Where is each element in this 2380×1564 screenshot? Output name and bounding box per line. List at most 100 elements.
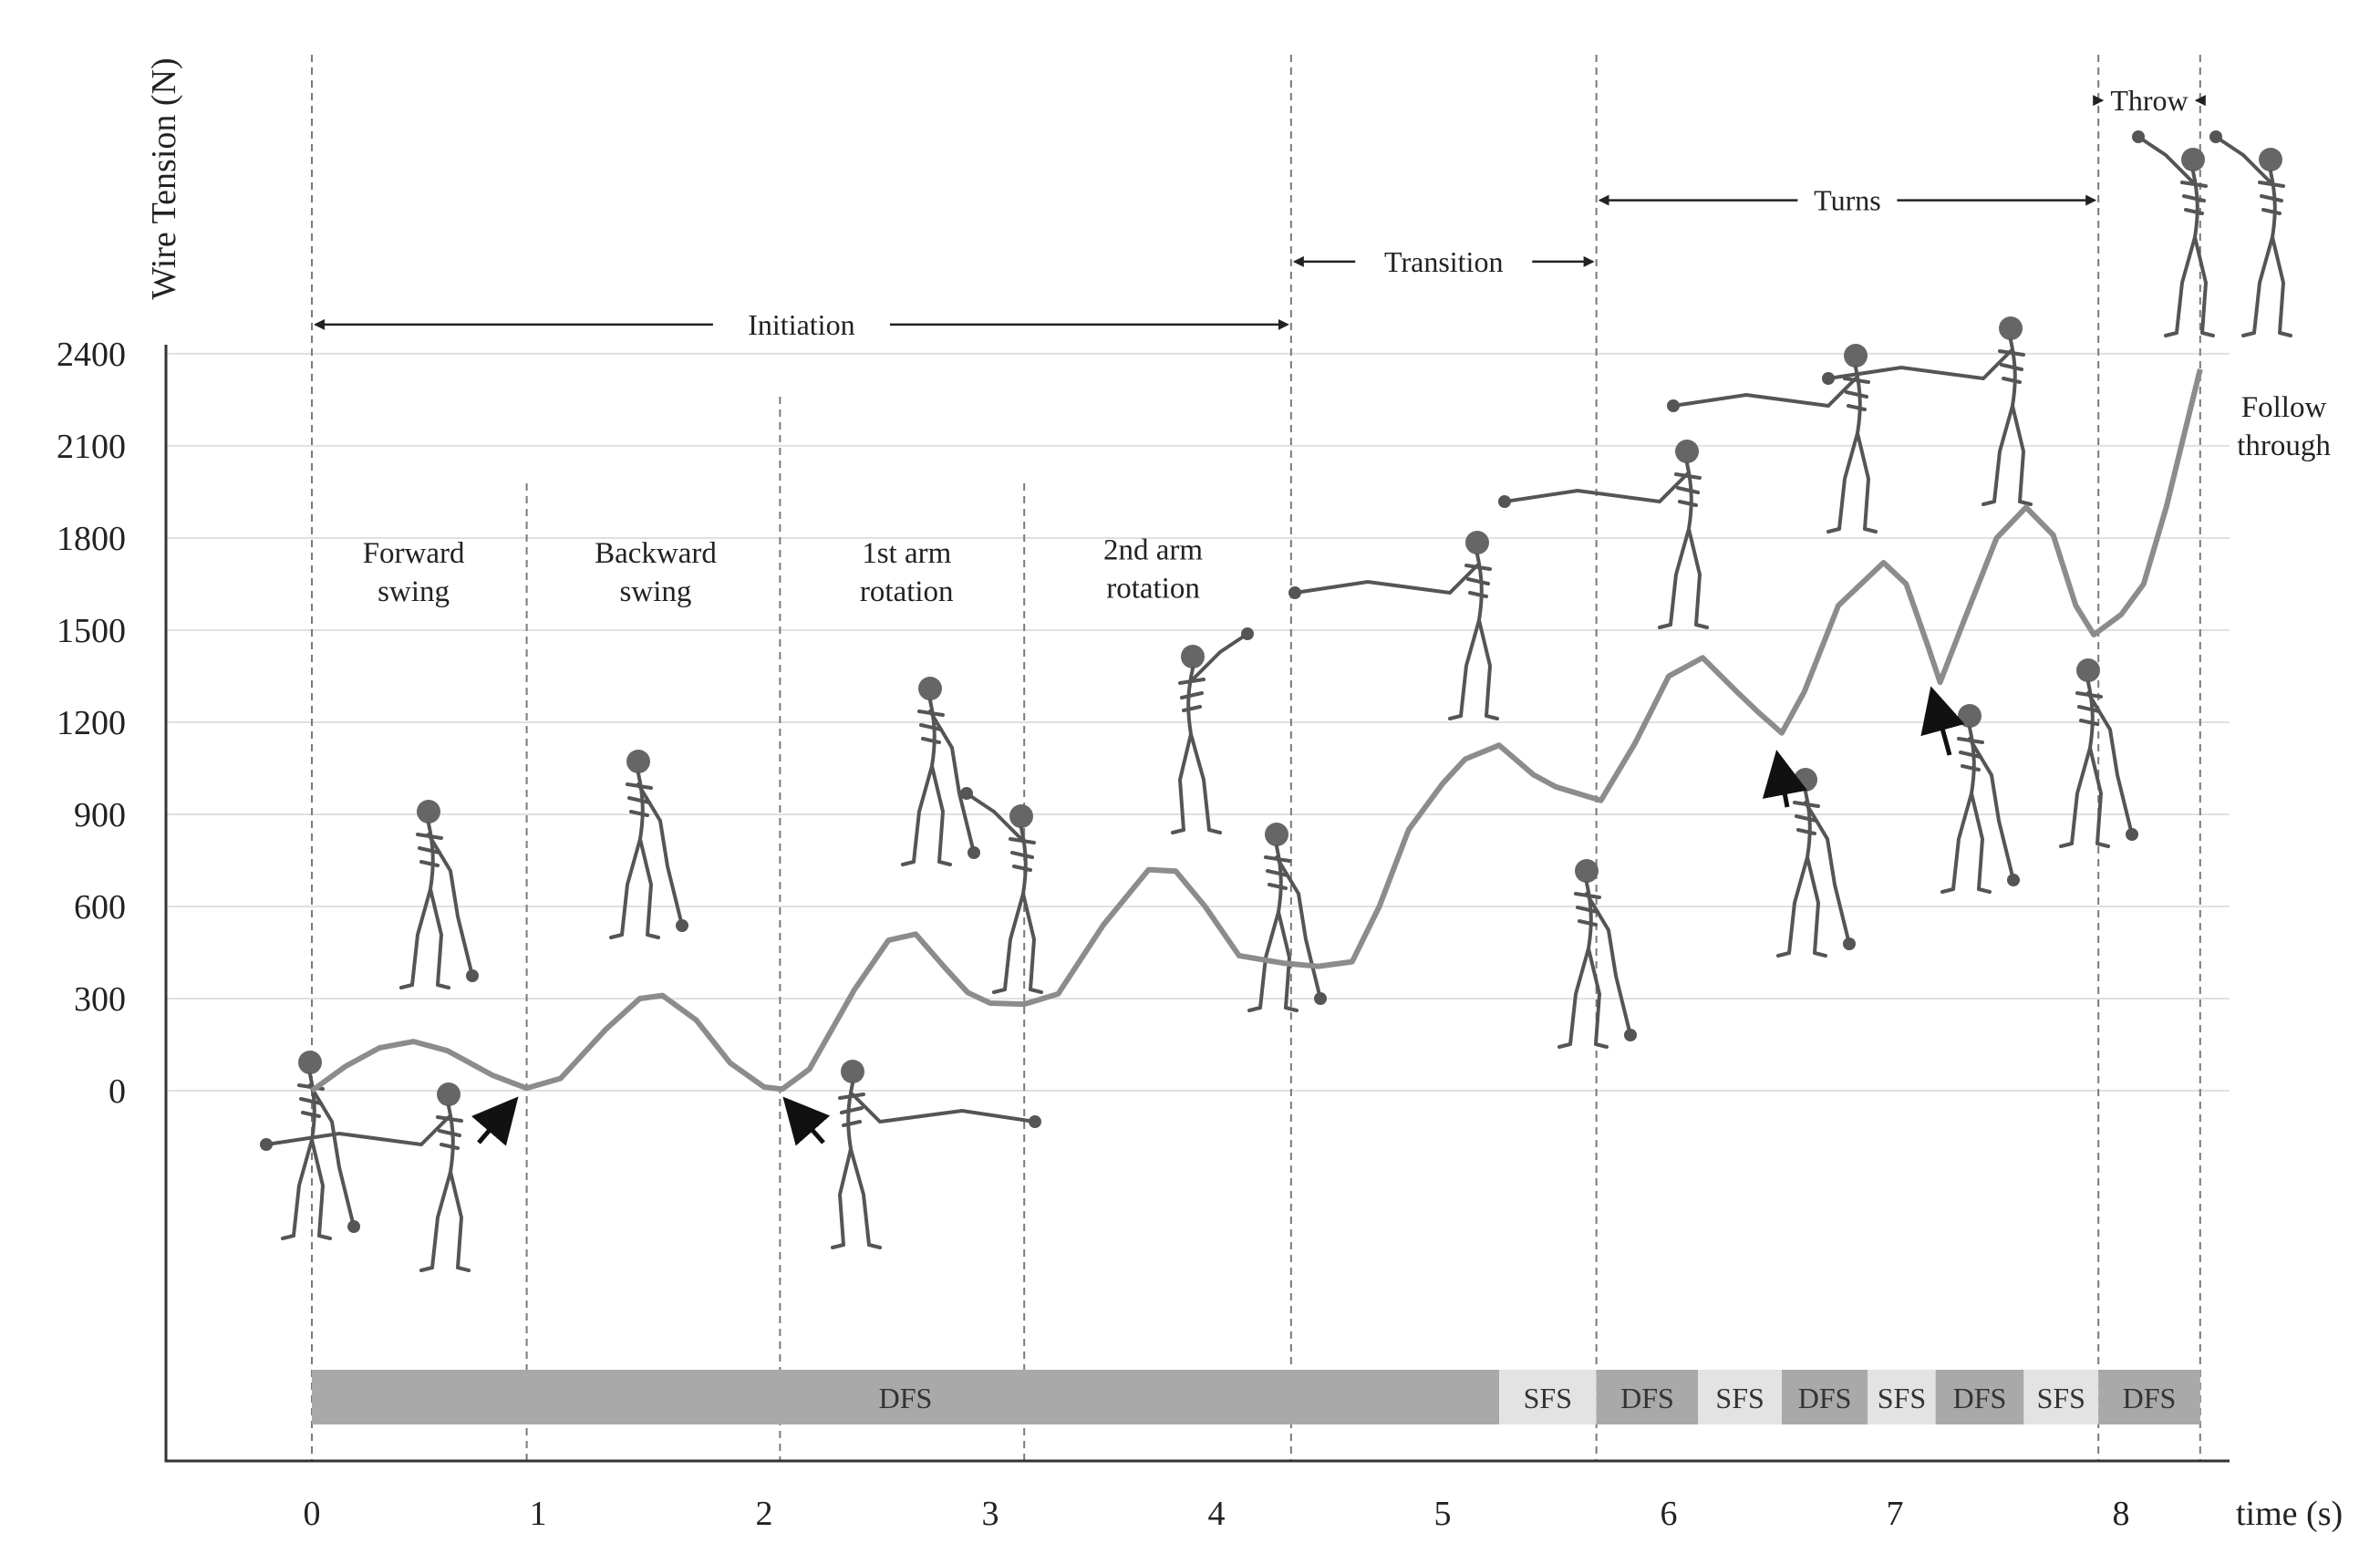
skeleton-figure-7	[1171, 627, 1254, 834]
skeleton-figure-5	[901, 677, 980, 866]
support-phase-label-0: DFS	[879, 1382, 933, 1414]
pointer-arrow-3	[1920, 686, 1965, 756]
phase-label-line: rotation	[1106, 573, 1200, 606]
phase-label-3: 2nd arm rotation	[1103, 534, 1203, 606]
support-phase-segment-1	[1499, 1370, 1597, 1424]
phase-labels: Forward swing Backward swing 1st arm rotation…	[363, 534, 1204, 608]
skeleton-legs	[1776, 855, 1827, 958]
skeleton-legs	[1557, 947, 1609, 1049]
skeleton-torso	[436, 1104, 463, 1174]
y-tick-label-8: 2400	[57, 336, 126, 374]
support-phase-label-1: SFS	[1524, 1382, 1572, 1414]
support-phase-label-8: DFS	[2123, 1382, 2177, 1414]
skeleton-legs	[2164, 235, 2215, 337]
skeleton-torso	[1998, 338, 2025, 408]
y-tick-label-5: 1500	[57, 612, 126, 650]
skeleton-head	[1999, 316, 2023, 340]
skeleton-figure-2	[260, 1082, 471, 1272]
skeleton-torso	[1009, 826, 1036, 896]
support-phase-segment-8	[2098, 1370, 2200, 1424]
hammer-ball	[2209, 130, 2222, 143]
y-tick-label-0: 0	[109, 1072, 126, 1111]
skeleton-legs	[419, 1170, 471, 1272]
span-label-0: Initiation	[748, 308, 854, 341]
skeleton-arms-cable	[2137, 135, 2195, 184]
hammer-ball	[2126, 828, 2138, 841]
hammer-ball	[260, 1138, 273, 1151]
skeleton-torso	[838, 1082, 865, 1151]
support-phase-segment-5	[1868, 1370, 1936, 1424]
y-tick-label-1: 300	[74, 980, 126, 1019]
hammer-ball	[676, 919, 688, 932]
skeleton-arms-cable	[2214, 135, 2272, 184]
tension-curve	[310, 368, 2203, 1093]
support-phase-label-6: DFS	[1953, 1382, 2007, 1414]
skeleton-head	[1575, 859, 1599, 883]
skeleton-figure-0	[281, 1051, 360, 1240]
skeleton-legs	[992, 892, 1043, 994]
skeleton-figure-6	[960, 787, 1043, 994]
skeleton-legs	[399, 887, 450, 989]
hammer-ball	[2132, 130, 2145, 143]
skeleton-head	[2076, 658, 2100, 682]
y-axis-title: Wire Tension (N)	[145, 57, 183, 299]
skeleton-arms-cable	[1968, 737, 2015, 882]
x-tick-label-8: 8	[2113, 1495, 2130, 1533]
skeleton-legs	[1658, 527, 1709, 629]
skeleton-head	[1009, 804, 1033, 828]
x-tick-label-4: 4	[1208, 1495, 1226, 1533]
pointer-arrow-1	[782, 1096, 831, 1146]
support-phase-segment-4	[1782, 1370, 1868, 1424]
skeleton-figure-13	[1667, 344, 1878, 533]
skeleton-legs	[1982, 404, 2033, 506]
skeleton-arms-cable	[1585, 892, 1632, 1037]
skeleton-arms-cable	[2086, 691, 2134, 836]
axes	[164, 345, 2230, 1463]
skeleton-legs	[609, 837, 660, 939]
hammer-ball	[1498, 495, 1511, 508]
axis-lines	[164, 345, 2230, 1463]
skeleton-head	[2259, 148, 2282, 171]
x-tick-label-1: 1	[530, 1495, 547, 1533]
phase-label-1: Backward swing	[595, 537, 717, 608]
span-label-3: Throw	[2110, 84, 2188, 117]
tick-labels: 0 300 600 900 1200 1500 1800 2100 2400 0 1 2 3 4 5 6 7 8	[57, 336, 2130, 1533]
hammer-ball	[347, 1220, 360, 1233]
support-phase-bar: DFS SFS DFS SFS DFS SFS DFS SFS DFS	[312, 1370, 2200, 1424]
skeleton-figure-14	[1940, 704, 2020, 894]
skeleton-arms-cable	[1191, 632, 1249, 681]
support-phase-segment-3	[1698, 1370, 1782, 1424]
x-tick-label-3: 3	[982, 1495, 999, 1533]
skeleton-arms-cable	[965, 792, 1023, 841]
hammer-ball	[1624, 1029, 1637, 1041]
skeleton-figure-1	[399, 800, 479, 989]
skeleton-head	[841, 1060, 864, 1083]
support-phase-segment-0	[312, 1370, 1499, 1424]
athlete-skeleton-figures	[260, 130, 2292, 1272]
skeleton-arms-cable	[427, 833, 474, 978]
support-phase-label-3: SFS	[1715, 1382, 1764, 1414]
skeleton-arms-cable	[851, 1093, 1037, 1124]
span-label-1: Transition	[1384, 245, 1503, 278]
skeleton-head	[417, 800, 440, 823]
skeleton-figure-11	[1498, 440, 1709, 629]
span-label-2: Turns	[1814, 184, 1881, 217]
annotation-line: Follow	[2241, 391, 2327, 424]
skeleton-legs	[1826, 431, 1878, 533]
skeleton-head	[437, 1082, 460, 1106]
skeleton-head	[1958, 704, 1982, 728]
skeleton-torso	[1464, 553, 1492, 622]
phase-label-2: 1st arm rotation	[860, 537, 954, 608]
skeleton-legs	[1171, 732, 1222, 834]
hammer-ball	[1314, 992, 1327, 1005]
hammer-ball	[1288, 586, 1301, 599]
y-tick-label-4: 1200	[57, 704, 126, 742]
skeleton-figure-17	[2132, 130, 2215, 337]
support-phase-label-2: DFS	[1620, 1382, 1674, 1414]
skeleton-torso	[2180, 170, 2208, 239]
skeleton-head	[298, 1051, 322, 1074]
skeleton-arms-cable	[636, 782, 684, 927]
skeleton-arms-cable	[1826, 349, 2013, 381]
tension-series-line	[310, 368, 2203, 1093]
x-tick-label-0: 0	[304, 1495, 321, 1533]
